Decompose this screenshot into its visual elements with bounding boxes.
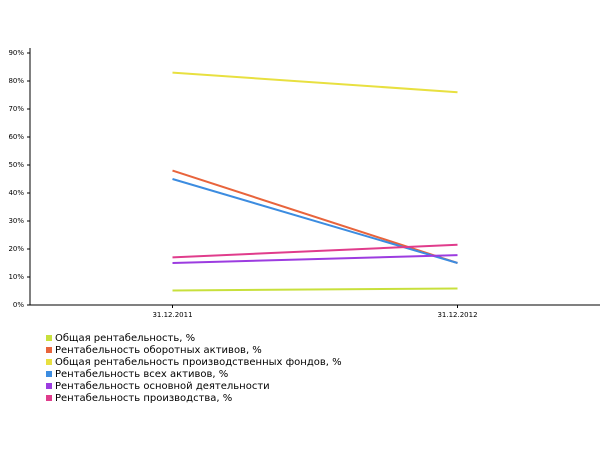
x-tick-label: 31.12.2012 xyxy=(437,311,477,319)
legend-swatch xyxy=(46,359,52,365)
y-tick-label: 60% xyxy=(8,133,24,141)
y-tick-label: 90% xyxy=(8,49,24,57)
y-tick-label: 70% xyxy=(8,105,24,113)
y-tick-label: 50% xyxy=(8,161,24,169)
y-tick-label: 20% xyxy=(8,245,24,253)
series-line xyxy=(172,178,458,264)
legend-swatch xyxy=(46,335,52,341)
legend-label: Рентабельность оборотных активов, % xyxy=(55,345,262,356)
legend-label: Рентабельность производства, % xyxy=(55,393,232,404)
series-line xyxy=(172,243,458,259)
series-line xyxy=(172,169,458,264)
legend-label: Рентабельность всех активов, % xyxy=(55,369,228,380)
series-line xyxy=(172,287,458,292)
legend-swatch xyxy=(46,383,52,389)
y-tick-label: 10% xyxy=(8,273,24,281)
legend-label: Общая рентабельность производственных фо… xyxy=(55,357,342,368)
y-tick-label: 80% xyxy=(8,77,24,85)
legend-swatch xyxy=(46,347,52,353)
legend-label: Общая рентабельность, % xyxy=(55,333,195,344)
x-tick-label: 31.12.2011 xyxy=(152,311,192,319)
y-tick-label: 40% xyxy=(8,189,24,197)
series-line xyxy=(172,254,458,264)
legend-label: Рентабельность основной деятельности xyxy=(55,381,270,392)
legend-swatch xyxy=(46,395,52,401)
series-line xyxy=(172,71,458,94)
y-tick-label: 0% xyxy=(13,301,24,309)
y-tick-label: 30% xyxy=(8,217,24,225)
legend-swatch xyxy=(46,371,52,377)
